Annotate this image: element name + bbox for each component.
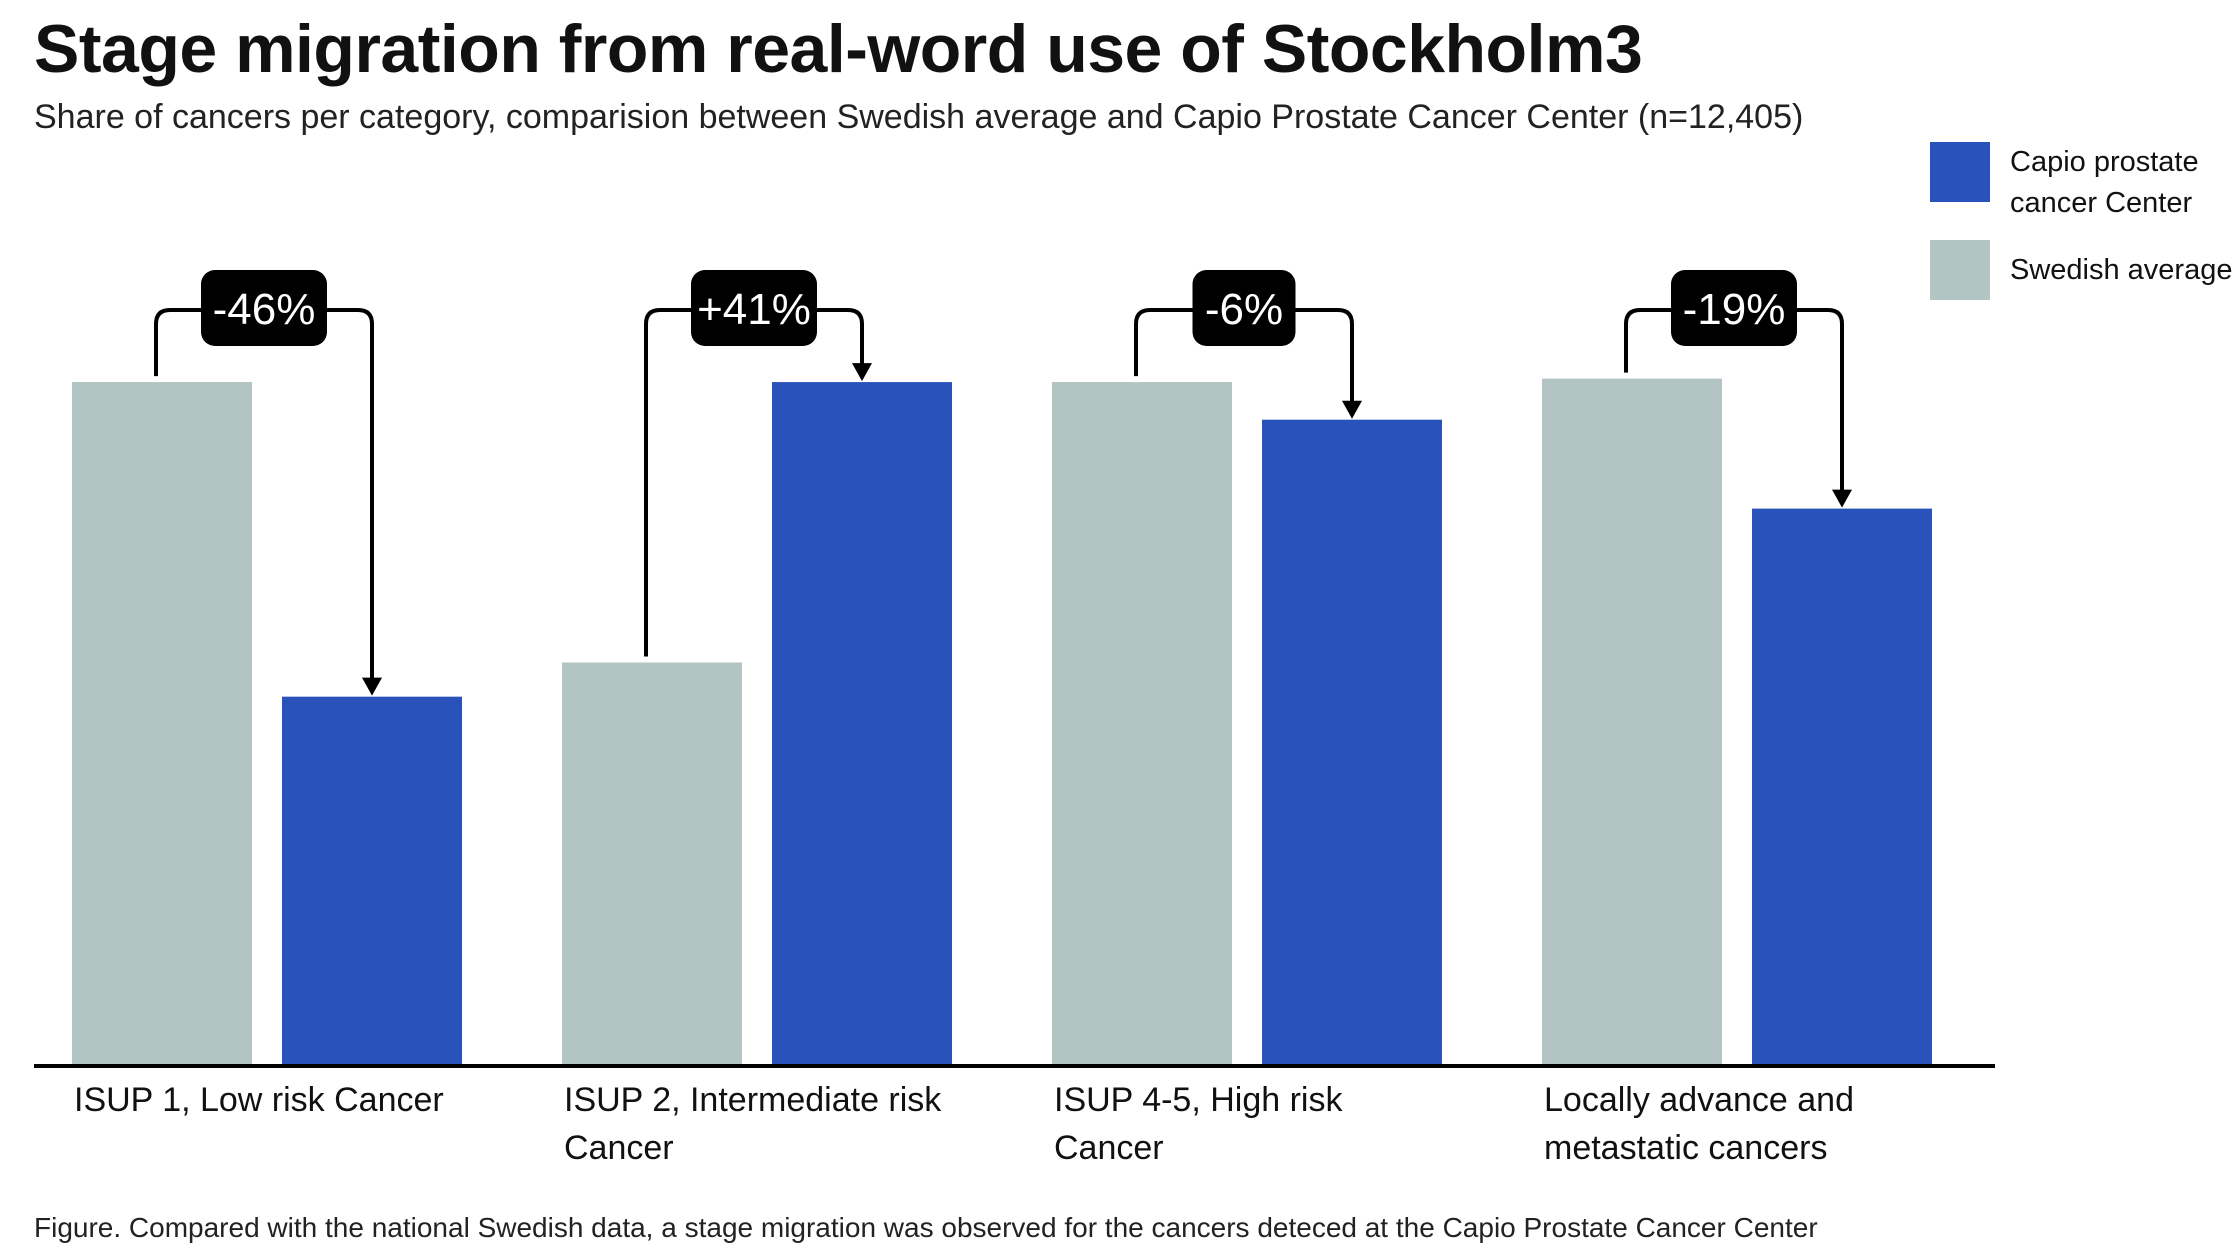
bar-swedish-1 bbox=[72, 382, 252, 1067]
bar-swedish-3 bbox=[1052, 382, 1232, 1067]
category-label-3: ISUP 4-5, High risk bbox=[1054, 1081, 1343, 1119]
chart-subtitle: Share of cancers per category, comparisi… bbox=[34, 98, 1804, 136]
legend-label-capio: Capio prostate cancer Center bbox=[2010, 146, 2199, 219]
category-label-2: Cancer bbox=[564, 1129, 674, 1167]
change-arrow-3 bbox=[1342, 400, 1362, 419]
change-label-2: +41% bbox=[697, 285, 811, 334]
change-label-4: -19% bbox=[1683, 285, 1786, 334]
change-label-3: -6% bbox=[1205, 285, 1283, 334]
category-label-4: metastatic cancers bbox=[1544, 1129, 1827, 1167]
bar-swedish-2 bbox=[562, 662, 742, 1066]
category-label-3: Cancer bbox=[1054, 1129, 1164, 1167]
category-label-2: ISUP 2, Intermediate risk bbox=[564, 1081, 942, 1119]
category-label-1: ISUP 1, Low risk Cancer bbox=[74, 1081, 444, 1119]
legend-swatch-swedish bbox=[1930, 240, 1990, 300]
bar-capio-2 bbox=[772, 382, 952, 1067]
bar-capio-1 bbox=[282, 696, 462, 1066]
change-badge-2 bbox=[691, 270, 817, 346]
legend-swatch-capio bbox=[1930, 142, 1990, 202]
change-arrow-2 bbox=[852, 363, 872, 382]
bar-swedish-4 bbox=[1542, 378, 1722, 1066]
change-arrow-4 bbox=[1832, 489, 1852, 508]
category-label-4: Locally advance and bbox=[1544, 1081, 1854, 1119]
bar-capio-4 bbox=[1752, 508, 1932, 1066]
legend-label-swedish: Swedish average bbox=[2010, 254, 2233, 286]
bar-capio-3 bbox=[1262, 419, 1442, 1066]
change-badge-4 bbox=[1671, 270, 1797, 346]
change-badge-1 bbox=[201, 270, 327, 346]
change-arrow-1 bbox=[362, 677, 382, 696]
chart-title: Stage migration from real-word use of St… bbox=[34, 11, 1643, 87]
change-label-1: -46% bbox=[213, 285, 316, 334]
figure-caption: Figure. Compared with the national Swedi… bbox=[34, 1212, 1818, 1243]
change-badge-3 bbox=[1192, 270, 1296, 346]
